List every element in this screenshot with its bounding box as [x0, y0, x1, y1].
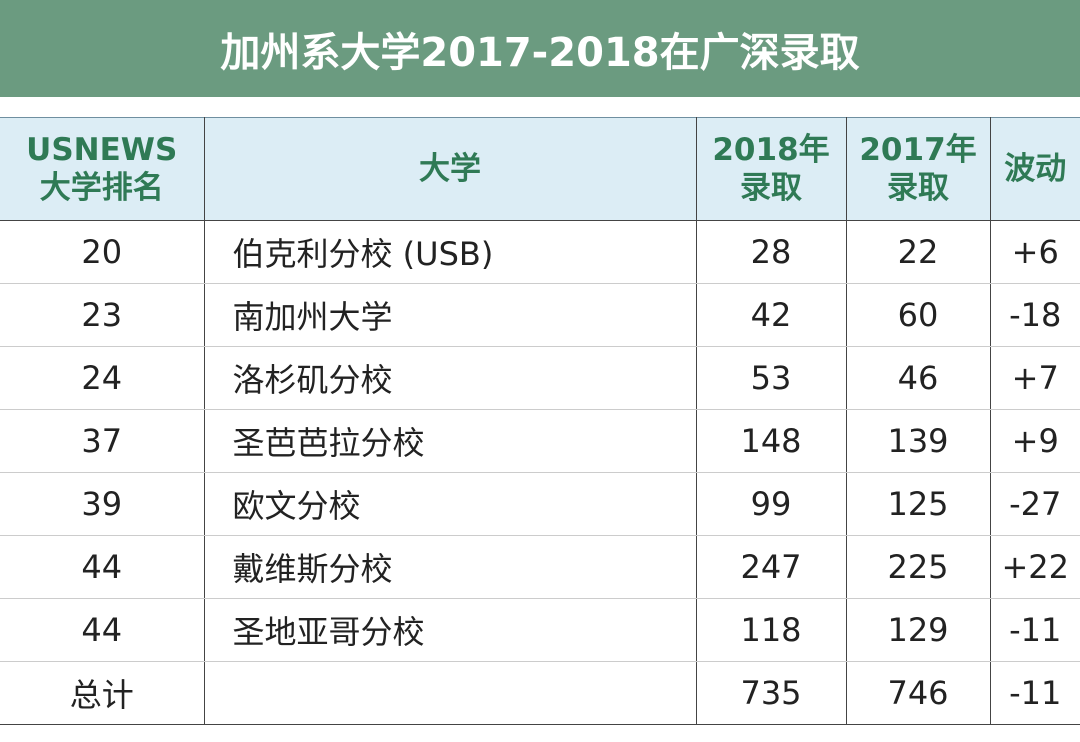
cell: 139: [846, 409, 991, 473]
cell: 42: [696, 283, 847, 347]
column-header: USNEWS 大学排名: [0, 117, 205, 221]
cell: 99: [696, 472, 847, 536]
admission-table: USNEWS 大学排名 大学 2018年 录取 2017年 录取 波动 20 伯克利分校 …: [0, 117, 1080, 725]
table-row: 23 南加州大学 42 60 -18: [0, 283, 1080, 347]
table-row: 39 欧文分校 99 125 -27: [0, 472, 1080, 536]
cell: 伯克利分校 (USB): [204, 220, 697, 284]
empty-cell: [204, 661, 697, 725]
total-row: 总计 735 746 -11: [0, 661, 1080, 725]
cell: 20: [0, 220, 205, 284]
cell: 129: [846, 598, 991, 662]
cell: -18: [990, 283, 1080, 347]
cell: 148: [696, 409, 847, 473]
column-header: 2018年 录取: [696, 117, 847, 221]
table-row: 20 伯克利分校 (USB) 28 22 +6: [0, 220, 1080, 284]
cell: +7: [990, 346, 1080, 410]
title: 加州系大学2017-2018在广深录取: [220, 29, 860, 76]
cell: +6: [990, 220, 1080, 284]
cell: 125: [846, 472, 991, 536]
cell: -11: [990, 661, 1080, 725]
table-row: 24 洛杉矶分校 53 46 +7: [0, 346, 1080, 410]
table-row: 37 圣芭芭拉分校 148 139 +9: [0, 409, 1080, 473]
header-row: USNEWS 大学排名 大学 2018年 录取 2017年 录取 波动: [0, 117, 1080, 221]
table-row: 44 戴维斯分校 247 225 +22: [0, 535, 1080, 599]
cell: 118: [696, 598, 847, 662]
cell: 28: [696, 220, 847, 284]
cell: 欧文分校: [204, 472, 697, 536]
cell: 60: [846, 283, 991, 347]
cell: 23: [0, 283, 205, 347]
cell: 圣芭芭拉分校: [204, 409, 697, 473]
cell: 44: [0, 535, 205, 599]
cell: 圣地亚哥分校: [204, 598, 697, 662]
table-body: 20 伯克利分校 (USB) 28 22 +6 23 南加州大学 42 60 -18 24 洛杉矶分校…: [0, 220, 1080, 725]
table-row: 44 圣地亚哥分校 118 129 -11: [0, 598, 1080, 662]
cell: -27: [990, 472, 1080, 536]
cell: 39: [0, 472, 205, 536]
cell: 24: [0, 346, 205, 410]
cell: +22: [990, 535, 1080, 599]
cell: 53: [696, 346, 847, 410]
cell: 戴维斯分校: [204, 535, 697, 599]
cell: 37: [0, 409, 205, 473]
cell: 洛杉矶分校: [204, 346, 697, 410]
cell: 247: [696, 535, 847, 599]
cell: 44: [0, 598, 205, 662]
column-header: 2017年 录取: [846, 117, 991, 221]
total-label: 总计: [0, 661, 205, 725]
cell: 746: [846, 661, 991, 725]
cell: +9: [990, 409, 1080, 473]
cell: 南加州大学: [204, 283, 697, 347]
column-header: 大学: [204, 117, 697, 221]
title-bar: 加州系大学2017-2018在广深录取: [0, 0, 1080, 97]
column-header: 波动: [990, 117, 1080, 221]
cell: 46: [846, 346, 991, 410]
cell: 22: [846, 220, 991, 284]
cell: -11: [990, 598, 1080, 662]
cell: 225: [846, 535, 991, 599]
cell: 735: [696, 661, 847, 725]
